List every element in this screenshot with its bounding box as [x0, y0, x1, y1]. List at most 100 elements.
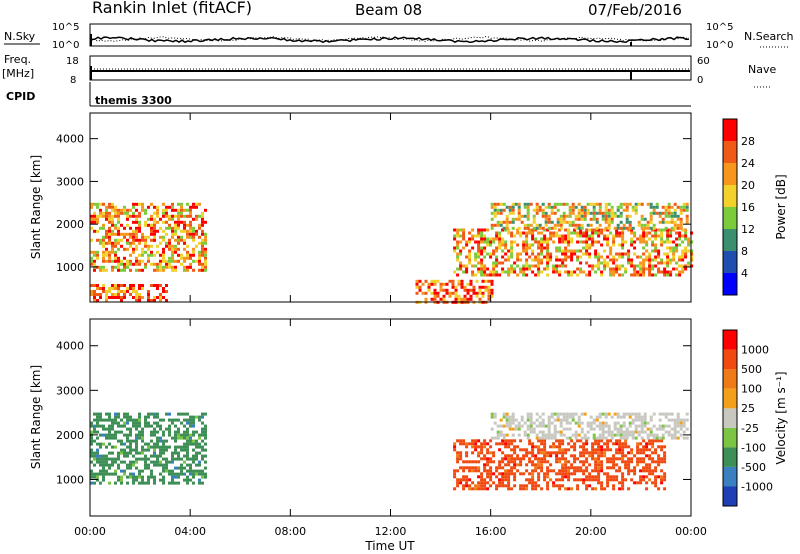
echo-cell [586, 424, 590, 428]
echo-cell [475, 279, 479, 283]
echo-cell [633, 454, 637, 458]
echo-cell [111, 287, 114, 290]
echo-cell [436, 279, 440, 283]
echo-cell [171, 244, 174, 248]
echo-cell [558, 439, 562, 443]
echo-cell [568, 208, 572, 212]
echo-cell [490, 291, 494, 295]
echo-cell [504, 457, 508, 461]
echo-cell [525, 487, 529, 491]
echo-cell [546, 481, 550, 485]
echo-cell [436, 291, 440, 295]
echo-cell [174, 250, 177, 254]
echo-cell [600, 255, 604, 259]
echo-cell [676, 226, 680, 230]
echo-cell [147, 466, 150, 470]
echo-cell [684, 228, 688, 232]
echo-cell [519, 484, 523, 488]
echo-cell [102, 244, 105, 248]
echo-cell [681, 264, 685, 268]
echo-cell [604, 214, 608, 218]
echo-cell [195, 430, 198, 434]
echo-cell [660, 231, 664, 235]
echo-cell [612, 261, 616, 265]
echo-cell [129, 208, 132, 212]
echo-cell [159, 436, 162, 440]
echo-cell [529, 421, 533, 425]
echo-cell [562, 220, 566, 224]
echo-cell [138, 229, 141, 233]
echo-cell [604, 217, 608, 221]
echo-cell [552, 267, 556, 271]
echo-cell [135, 226, 138, 230]
echo-cell [567, 234, 571, 238]
echo-cell [114, 238, 117, 242]
echo-cell [105, 472, 108, 476]
echo-cell [483, 481, 487, 485]
echo-cell [676, 424, 680, 428]
colorbar-swatch [723, 185, 737, 207]
echo-cell [639, 481, 643, 485]
echo-cell [648, 255, 652, 259]
echo-cell [567, 243, 571, 247]
echo-cell [526, 415, 530, 419]
echo-cell [577, 421, 581, 425]
echo-cell [510, 457, 514, 461]
echo-cell [495, 469, 499, 473]
echo-cell [508, 418, 512, 422]
echo-cell [534, 273, 538, 277]
echo-cell [501, 481, 505, 485]
echo-cell [453, 246, 457, 250]
echo-cell [453, 234, 457, 238]
echo-cell [189, 469, 192, 473]
echo-cell [649, 214, 653, 218]
echo-cell [489, 460, 493, 464]
echo-cell [192, 472, 195, 476]
echo-cell [594, 231, 598, 235]
echo-cell [525, 451, 529, 455]
echo-cell [99, 208, 102, 212]
echo-cell [594, 451, 598, 455]
echo-cell [105, 463, 108, 467]
echo-cell [501, 451, 505, 455]
echo-cell [592, 421, 596, 425]
echo-cell [174, 232, 177, 236]
echo-cell [579, 228, 583, 232]
echo-cell [537, 273, 541, 277]
echo-cell [585, 228, 589, 232]
echo-cell [477, 246, 481, 250]
echo-cell [126, 475, 129, 479]
echo-cell [550, 211, 554, 215]
echo-cell [556, 412, 560, 416]
echo-cell [627, 445, 631, 449]
echo-cell [498, 466, 502, 470]
echo-cell [418, 288, 422, 292]
echo-cell [165, 214, 168, 218]
echo-cell [679, 433, 683, 437]
echo-cell [156, 229, 159, 233]
echo-cell [585, 487, 589, 491]
echo-cell [567, 255, 571, 259]
echo-cell [138, 268, 141, 272]
echo-cell [171, 217, 174, 221]
echo-cell [192, 475, 195, 479]
echo-cell [519, 463, 523, 467]
echo-cell [610, 430, 614, 434]
echo-cell [117, 290, 120, 293]
echo-cell [654, 234, 658, 238]
echo-cell [123, 205, 126, 209]
echo-cell [613, 211, 617, 215]
echo-cell [553, 430, 557, 434]
echo-cell [627, 255, 631, 259]
echo-cell [588, 484, 592, 488]
echo-cell [559, 217, 563, 221]
echo-cell [669, 240, 673, 244]
echo-cell [513, 240, 517, 244]
echo-cell [598, 202, 602, 206]
echo-cell [114, 412, 117, 416]
echo-cell [675, 249, 679, 253]
colorbar-tick-label: 100 [741, 383, 762, 396]
echo-cell [439, 285, 443, 289]
echo-cell [657, 252, 661, 256]
echo-cell [162, 265, 165, 269]
